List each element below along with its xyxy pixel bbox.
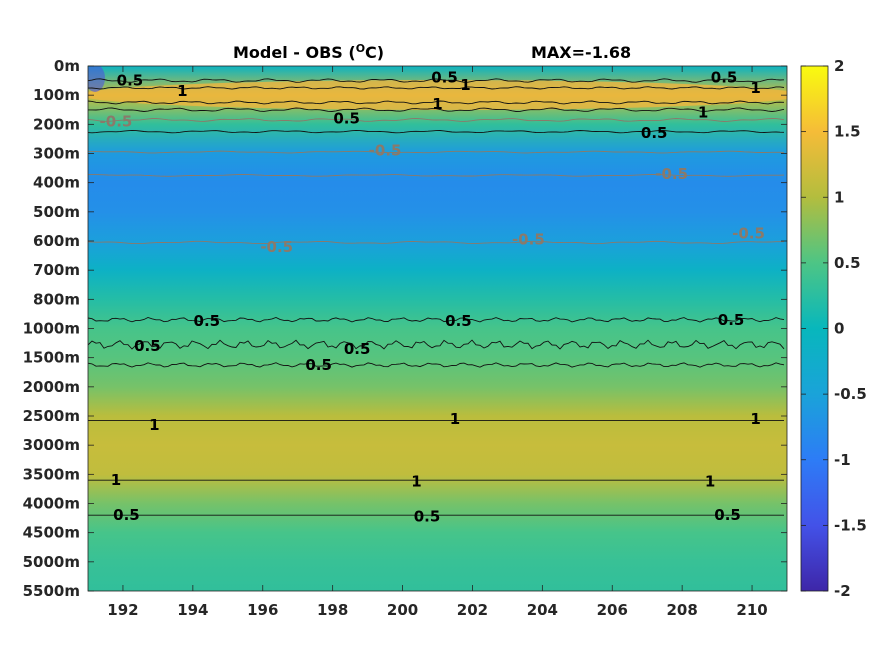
contour-line [88, 107, 785, 112]
colorbar-tick-label: -1 [834, 451, 851, 469]
x-tick-label: 206 [597, 601, 628, 619]
contour-label: -0.5 [655, 165, 688, 183]
y-tick-label: 1500m [23, 349, 80, 367]
contour-label: 0.5 [711, 69, 738, 87]
contour-label: 0.5 [714, 506, 741, 524]
y-tick-label: 800m [33, 290, 80, 308]
contour-label: -0.5 [260, 238, 293, 256]
contour-label: 1 [149, 416, 159, 434]
y-axis: 0m 100m 200m 300m 400m 500m 600m 700m 800m 1000m 1… [23, 57, 787, 600]
chart-max-label: MAX=-1.68 [531, 43, 631, 62]
contour-label: 0.5 [194, 312, 221, 330]
colorbar-axis: 2 1.5 1 0.5 0 -0.5 -1 -1.5 -2 [801, 57, 867, 600]
y-tick-label: 3500m [23, 465, 80, 483]
colorbar-tick-label: 0 [834, 320, 844, 338]
contour-label: -0.5 [369, 142, 402, 160]
contour-label: 0.5 [134, 337, 161, 355]
x-tick-label: 198 [317, 601, 348, 619]
depth-field [88, 66, 787, 591]
x-tick-label: 194 [177, 601, 208, 619]
y-tick-label: 500m [33, 203, 80, 221]
contour-line [88, 339, 785, 350]
contour-line [88, 317, 785, 323]
contour-line [88, 362, 785, 368]
y-tick-label: 300m [33, 145, 80, 163]
contour-label: 1 [460, 76, 470, 94]
contour-label: -0.5 [512, 231, 545, 249]
x-tick-label: 200 [387, 601, 418, 619]
colorbar-tick-label: -2 [834, 582, 851, 600]
y-tick-label: 3000m [23, 436, 80, 454]
contour-label: 1 [750, 410, 760, 428]
contour-label: 0.5 [431, 69, 458, 87]
contour-label: 1 [450, 410, 460, 428]
contour-label: 1 [750, 79, 760, 97]
colorbar-tick-label: 0.5 [834, 254, 861, 272]
x-tick-label: 204 [527, 601, 558, 619]
y-tick-label: 5500m [23, 582, 80, 600]
contour-label: 0.5 [718, 311, 745, 329]
y-tick-label: 200m [33, 115, 80, 133]
y-tick-label: 700m [33, 261, 80, 279]
contour-line [88, 150, 785, 154]
colorbar-tick-label: -0.5 [834, 385, 867, 403]
contour-label: -0.5 [732, 225, 765, 243]
x-tick-label: 196 [247, 601, 278, 619]
contour-label: 0.5 [117, 72, 144, 90]
contour-label: 1 [698, 104, 708, 122]
contour-lines [88, 78, 785, 516]
contour-label: 1 [432, 95, 442, 113]
title-unit-rest: C) [365, 43, 384, 62]
y-tick-label: 2500m [23, 407, 80, 425]
colorbar-tick-label: -1.5 [834, 516, 867, 534]
contour-line [88, 240, 784, 245]
contour-label: -0.5 [100, 112, 133, 130]
contour-label: 0.5 [305, 356, 332, 374]
y-tick-label: 1000m [23, 320, 80, 338]
x-tick-label: 210 [736, 601, 767, 619]
contour-line [88, 78, 785, 83]
colorbar-tick-label: 1.5 [834, 123, 861, 141]
y-tick-label: 100m [33, 86, 80, 104]
x-tick-label: 208 [666, 601, 697, 619]
contour-label: 1 [111, 471, 121, 489]
contour-label: 0.5 [113, 506, 140, 524]
x-tick-label: 202 [457, 601, 488, 619]
contour-label: 0.5 [333, 110, 360, 128]
contour-label: 0.5 [641, 124, 668, 142]
contour-line [88, 118, 785, 122]
colorbar-tick-label: 1 [834, 188, 844, 206]
title-unit-sup: O [356, 42, 365, 55]
title-left: Model - OBS ( [233, 43, 356, 62]
y-tick-label: 400m [33, 174, 80, 192]
y-tick-label: 0m [54, 57, 80, 75]
contour-line [88, 174, 785, 177]
x-axis: 192 194 196 198 200 202 204 206 208 210 [107, 66, 768, 619]
colorbar-tick-label: 2 [834, 57, 844, 75]
y-tick-label: 4000m [23, 495, 80, 513]
contour-label: 0.5 [414, 508, 441, 526]
contour-line [88, 100, 785, 105]
contour-label: 0.5 [445, 312, 472, 330]
contour-label: 0.5 [344, 340, 371, 358]
contour-label: 1 [177, 82, 187, 100]
x-tick-label: 192 [107, 601, 138, 619]
y-tick-label: 4500m [23, 524, 80, 542]
contour-line [88, 86, 785, 90]
y-tick-label: 2000m [23, 378, 80, 396]
chart-title: Model - OBS (OC) [233, 42, 384, 62]
contour-label: 1 [411, 473, 421, 491]
contour-label: 1 [705, 473, 715, 491]
y-tick-label: 600m [33, 232, 80, 250]
contour-line [88, 129, 785, 134]
y-tick-label: 5000m [23, 553, 80, 571]
